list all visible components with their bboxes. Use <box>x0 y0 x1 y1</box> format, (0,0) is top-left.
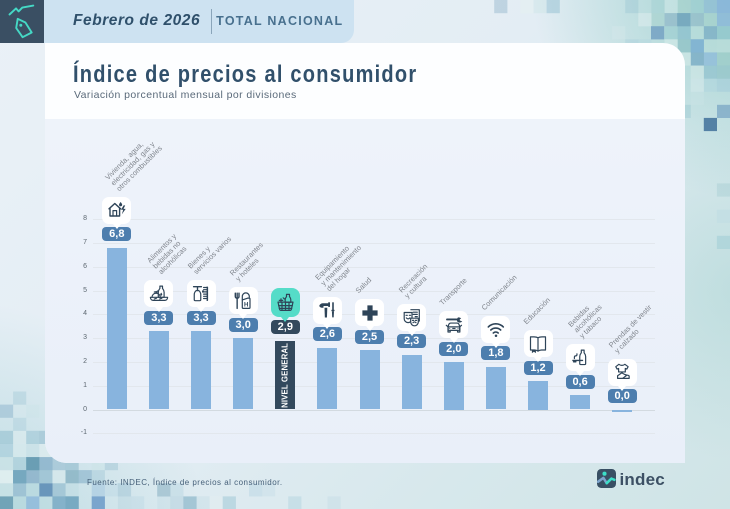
svg-text:indec: indec <box>620 470 665 489</box>
svg-text:H: H <box>244 302 248 308</box>
